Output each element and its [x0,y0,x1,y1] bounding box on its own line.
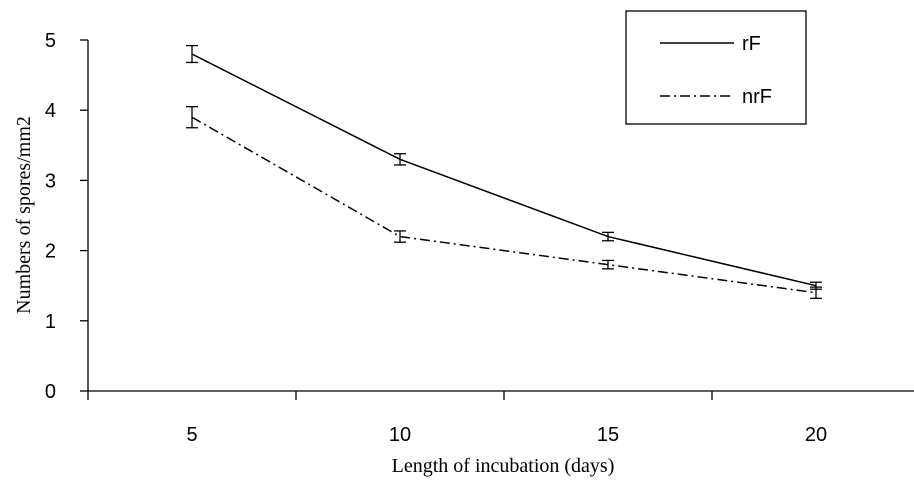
y-ticks: 0 1 2 3 4 5 [45,30,88,403]
series-layer [186,44,822,299]
x-ticks: 5 10 15 20 [87,391,827,446]
legend-label-nrF: nrF [742,86,772,108]
series-line-rF [191,53,817,287]
x-tick-label: 5 [186,424,197,446]
legend: rF nrF [625,10,807,125]
y-tick-label: 4 [45,100,56,122]
y-tick-label: 3 [45,170,56,192]
y-axis-title: Numbers of spores/mm2 [13,116,35,314]
legend-box [625,10,807,125]
y-tick-label: 5 [45,30,56,52]
x-tick-label: 15 [597,424,619,446]
y-tick-label: 1 [45,311,56,333]
x-tick-label: 10 [389,424,411,446]
x-tick-label: 20 [805,424,827,446]
y-tick-label: 0 [45,381,56,403]
x-axis-title: Length of incubation (days) [392,455,615,477]
series-line-nrF [191,116,817,294]
legend-label-rF: rF [742,33,761,55]
y-tick-label: 2 [45,241,56,263]
